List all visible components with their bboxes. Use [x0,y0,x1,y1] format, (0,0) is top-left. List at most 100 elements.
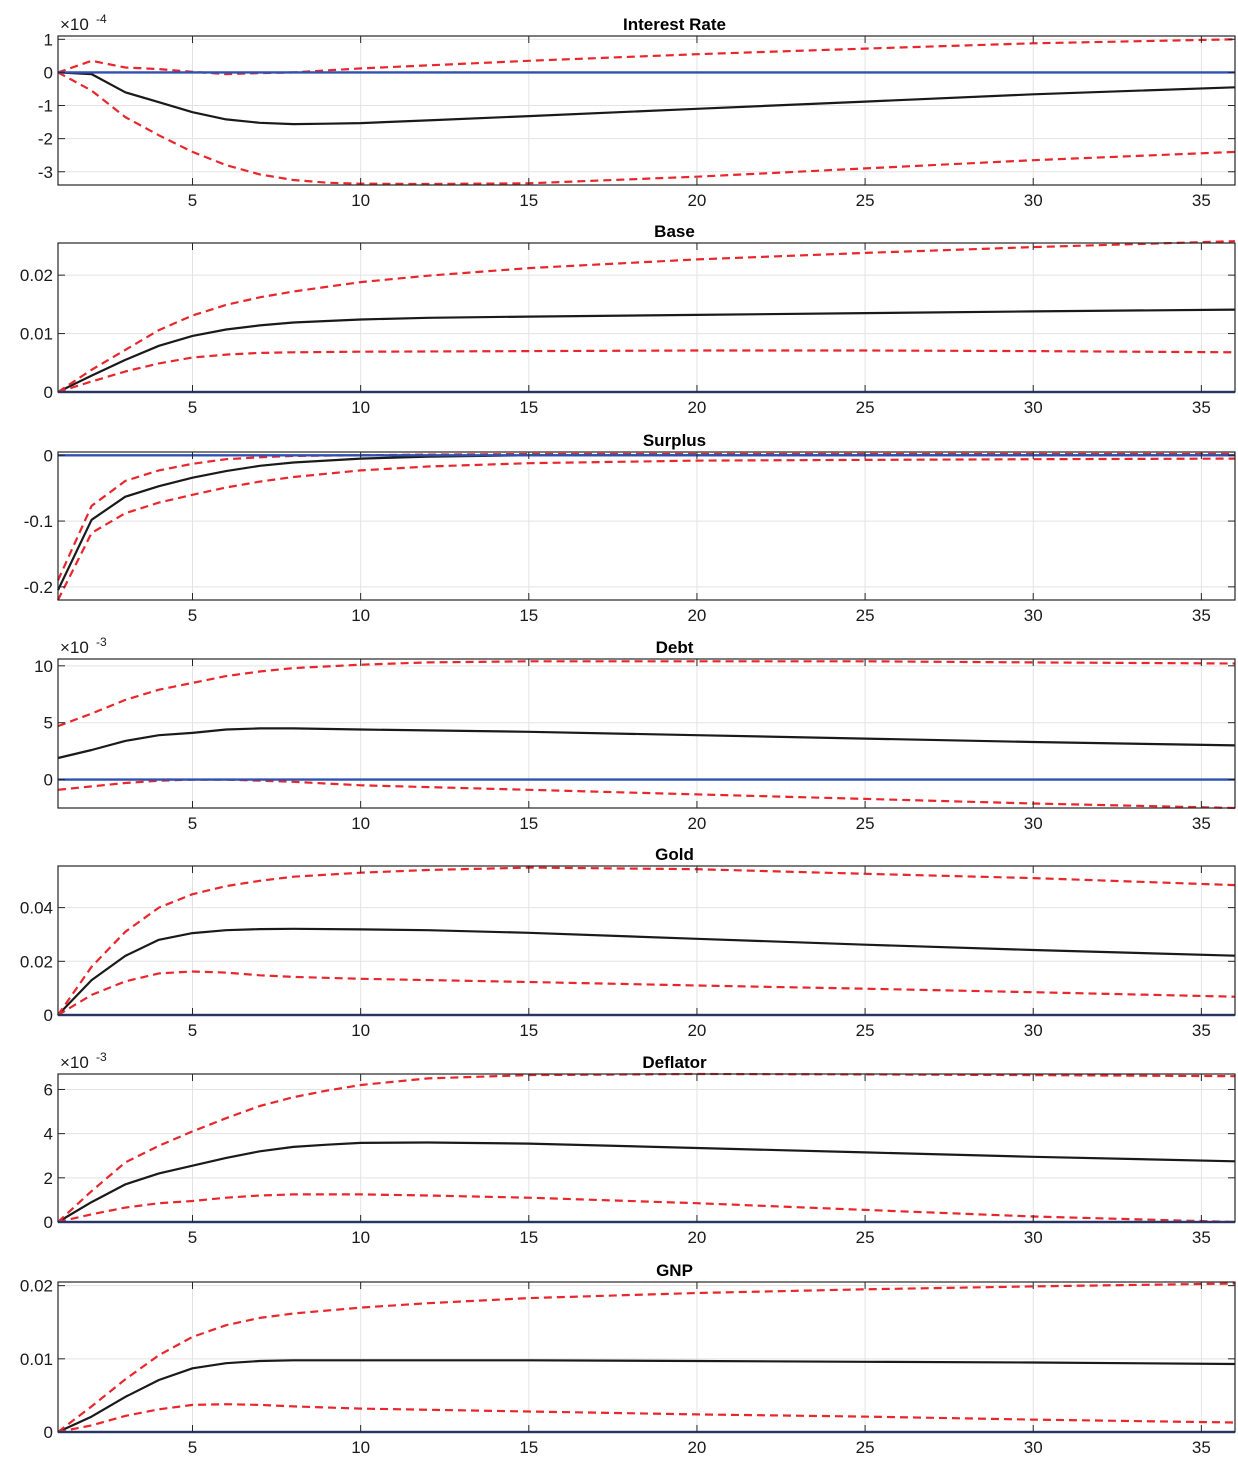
series-response [57,1359,1236,1433]
y-tick-label: -2 [38,130,53,149]
y-tick-label: 0 [44,383,53,402]
y-tick-label: 0 [44,1006,53,1025]
subplot-title: Deflator [642,1053,707,1072]
x-tick-label: 25 [856,191,875,210]
series-lower [57,71,1236,186]
x-tick-label: 15 [519,1021,538,1040]
x-tick-label: 5 [188,191,197,210]
axis-multiplier: ×10 [60,638,89,657]
y-tick-label: 0 [44,771,53,790]
y-tick-label: -3 [38,163,53,182]
subplot-title: Base [654,222,695,241]
plot-area [58,243,1235,392]
x-tick-label: 35 [1192,814,1211,833]
y-tick-label: 0 [44,1213,53,1232]
x-tick-label: 10 [351,814,370,833]
x-tick-label: 15 [519,398,538,417]
subplot-6: 5 10 15 20 25 30 35 0 2 4 6 Deflator ×10 -3 [44,1050,1236,1247]
x-tick-label: 10 [351,1021,370,1040]
series-upper [56,452,1235,581]
axis-multiplier: ×10 [60,1053,89,1072]
x-tick-label: 35 [1192,1438,1211,1457]
x-tick-label: 5 [188,1438,197,1457]
axes-box [57,35,1236,186]
series-lower [57,457,1236,601]
series-response [57,308,1236,393]
y-tick-label: 6 [44,1080,53,1099]
subplot-title: Gold [655,845,694,864]
axis-multiplier-exponent: -3 [96,635,107,649]
series-response [57,71,1236,126]
series-upper [57,240,1236,393]
subplot-7: 5 10 15 20 25 30 35 0 0.01 0.02 GNP [20,1261,1236,1457]
x-tick-label: 20 [687,1021,706,1040]
series-response [57,1141,1236,1223]
x-tick-label: 30 [1024,1438,1043,1457]
x-tick-label: 15 [519,606,538,625]
series-lower [57,349,1236,394]
x-tick-label: 35 [1192,191,1211,210]
axis-multiplier-exponent: -3 [96,1050,107,1064]
x-tick-label: 30 [1024,606,1043,625]
axes-box [57,242,1236,393]
subplot-title: GNP [656,1261,693,1280]
x-tick-label: 10 [351,1438,370,1457]
x-tick-label: 20 [687,1438,706,1457]
x-tick-label: 15 [519,1228,538,1247]
y-tick-label: 0.01 [20,325,53,344]
x-tick-label: 20 [687,1228,706,1247]
y-tick-label: 1 [44,30,53,49]
y-tick-label: 0.02 [20,266,53,285]
x-tick-label: 20 [687,191,706,210]
x-tick-label: 30 [1024,398,1043,417]
x-tick-label: 15 [519,191,538,210]
x-tick-label: 5 [188,1228,197,1247]
subplot-title: Surplus [643,431,706,450]
x-tick-label: 20 [687,606,706,625]
axes-box [57,1281,1236,1433]
subplot-2: 5 10 15 20 25 30 35 0 0.01 0.02 Base [20,222,1236,417]
y-tick-label: 10 [34,657,53,676]
axis-multiplier-exponent: -4 [96,12,107,26]
series-lower [57,970,1236,1016]
series-lower [57,1403,1236,1434]
subplot-4: 5 10 15 20 25 30 35 0 5 10 Debt ×10 -3 [34,635,1236,833]
axis-multiplier: ×10 [60,15,89,34]
x-tick-label: 20 [687,398,706,417]
series-upper [57,660,1236,728]
axes-box [57,658,1236,809]
plot-area [58,1074,1235,1222]
y-tick-label: 2 [44,1169,53,1188]
x-tick-label: 30 [1024,191,1043,210]
series-upper [57,866,1236,1016]
y-tick-label: 0.04 [20,899,53,918]
y-tick-label: 0 [44,1423,53,1442]
x-tick-label: 20 [687,814,706,833]
x-tick-label: 30 [1024,814,1043,833]
x-tick-label: 35 [1192,1021,1211,1040]
x-tick-label: 5 [188,606,197,625]
series-upper [57,1282,1236,1433]
x-tick-label: 25 [856,814,875,833]
x-tick-label: 15 [519,1438,538,1457]
subplot-1: 5 10 15 20 25 30 35 -3 -2 -1 0 1 Interest Rate ×10 -4 [38,12,1236,210]
x-tick-label: 35 [1192,1228,1211,1247]
x-tick-label: 10 [351,398,370,417]
series-response [57,727,1236,760]
x-tick-label: 5 [188,814,197,833]
plot-area [58,1282,1235,1432]
axes-box [57,451,1236,601]
x-tick-label: 30 [1024,1021,1043,1040]
x-tick-label: 25 [856,606,875,625]
x-tick-label: 35 [1192,398,1211,417]
x-tick-label: 15 [519,814,538,833]
subplot-3: 5 10 15 20 25 30 35 -0.2 -0.1 0 Surplus [24,431,1236,625]
axes-box [57,1073,1236,1223]
y-tick-label: 0.02 [20,952,53,971]
x-tick-label: 25 [856,398,875,417]
x-tick-label: 10 [351,191,370,210]
subplot-title: Interest Rate [623,15,726,34]
x-tick-label: 10 [351,606,370,625]
subplot-title: Debt [656,638,694,657]
